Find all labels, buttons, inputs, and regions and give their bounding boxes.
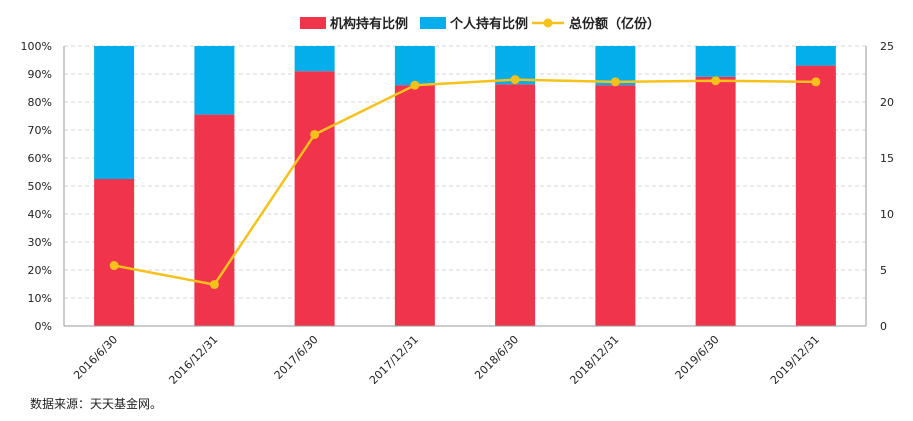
left-axis-tick-label: 30%: [28, 236, 52, 249]
right-axis-tick-label: 15: [880, 152, 894, 165]
right-axis-tick-label: 10: [880, 208, 894, 221]
x-axis-tick-label: 2018/6/30: [472, 333, 521, 382]
left-axis-tick-label: 40%: [28, 208, 52, 221]
left-axis-tick-label: 60%: [28, 152, 52, 165]
x-axis-tick-label: 2017/6/30: [272, 333, 321, 382]
left-axis-tick-label: 70%: [28, 124, 52, 137]
bar-institutional: [94, 179, 135, 326]
right-axis-tick-label: 25: [880, 40, 894, 53]
total-shares-point: [310, 129, 320, 139]
bar-institutional: [394, 85, 435, 326]
bar-institutional: [595, 85, 636, 326]
total-shares-point: [711, 76, 721, 86]
legend-label: 个人持有比例: [449, 16, 528, 32]
bar-institutional: [495, 84, 536, 326]
legend-label: 总份额（亿份）: [569, 16, 660, 32]
bar-individual: [795, 46, 836, 66]
legend-label: 机构持有比例: [330, 16, 408, 32]
total-shares-point: [811, 77, 821, 87]
x-axis-tick-label: 2016/6/30: [71, 333, 120, 382]
right-axis-tick-label: 5: [880, 264, 887, 277]
left-axis-tick-label: 90%: [28, 68, 52, 81]
total-shares-point: [109, 261, 119, 271]
total-shares-point: [610, 77, 620, 87]
left-axis-tick-label: 20%: [28, 264, 52, 277]
total-shares-line: [113, 78, 816, 286]
bar-institutional: [695, 76, 736, 326]
left-axis-tick-label: 80%: [28, 96, 52, 109]
x-axis-tick-label: 2018/12/31: [567, 333, 621, 387]
left-axis-tick-label: 10%: [28, 292, 52, 305]
right-axis-tick-label: 20: [880, 96, 894, 109]
x-axis-tick-label: 2016/12/31: [166, 333, 220, 387]
bar-individual: [94, 46, 135, 179]
left-axis-tick-label: 50%: [28, 180, 52, 193]
legend-marker-total-shares: [543, 18, 553, 28]
bar-individual: [695, 46, 736, 77]
total-shares-point: [410, 80, 420, 90]
right-axis-tick-label: 0: [880, 320, 887, 333]
x-axis-tick-label: 2019/6/30: [673, 333, 722, 382]
x-axis-tick-label: 2017/12/31: [367, 333, 421, 387]
total-shares-point: [209, 280, 219, 290]
source-note: 数据来源：天天基金网。: [30, 397, 163, 411]
legend-swatch-individual: [420, 17, 446, 29]
bar-individual: [394, 46, 435, 86]
left-axis-tick-label: 0%: [35, 320, 52, 333]
x-axis-tick-label: 2019/12/31: [768, 333, 822, 387]
bar-institutional: [795, 65, 836, 326]
bar-individual: [194, 46, 235, 115]
bar-individual: [294, 46, 335, 72]
total-shares-point: [510, 75, 520, 85]
bar-institutional: [194, 114, 235, 326]
bar-institutional: [294, 71, 335, 326]
left-axis-tick-label: 100%: [21, 40, 52, 53]
legend-swatch-institutional: [300, 17, 326, 29]
